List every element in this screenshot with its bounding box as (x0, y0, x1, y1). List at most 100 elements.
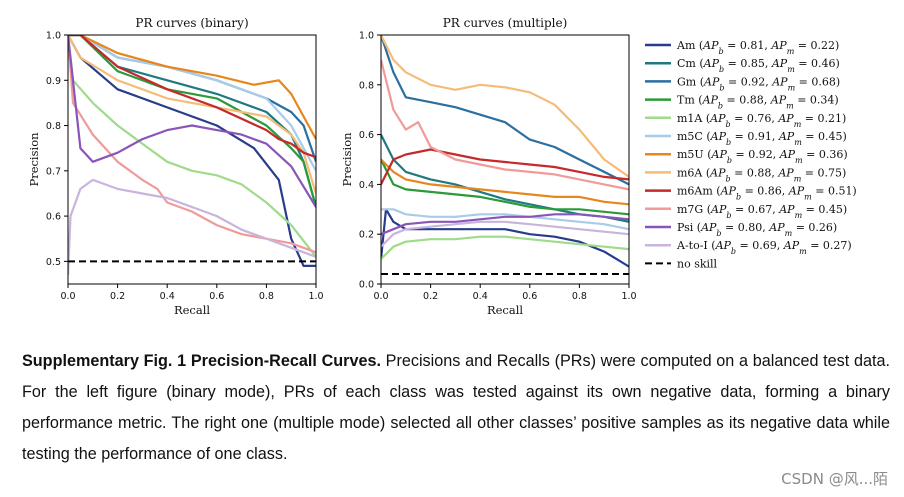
ap-symbol: AP (709, 112, 726, 125)
x-axis-label: Recall (174, 303, 210, 317)
series-line-m1a (381, 235, 629, 260)
y-axis-label: Precision (27, 132, 41, 187)
legend-text: = 0.75) (801, 166, 846, 179)
legend-item-m7g: m7G (APb = 0.67, APm = 0.45) (645, 203, 847, 219)
series-line-psi (381, 213, 629, 236)
ap-symbol: AP (703, 57, 720, 70)
ap-symbol: AP (777, 112, 794, 125)
legend-text: m7G ( (677, 203, 711, 216)
ap-subscript: m (799, 247, 807, 256)
legend-text: Cm ( (677, 57, 704, 70)
legend-text: Psi ( (677, 221, 701, 234)
legend-text: = 0.68) (795, 75, 840, 88)
legend-label: m6Am (APb = 0.86, APm = 0.51) (677, 185, 857, 202)
ap-subscript: m (795, 210, 803, 219)
legend-text: m5C ( (677, 130, 711, 143)
legend-label: m5U (APb = 0.92, APm = 0.36) (677, 148, 848, 165)
x-tick-label: 0.0 (373, 291, 388, 302)
series-line-am (68, 35, 316, 267)
y-tick-label: 0.4 (359, 180, 374, 191)
chart-title: PR curves (binary) (135, 16, 248, 30)
ap-subscript: b (731, 247, 736, 256)
series-line-m6am (68, 35, 316, 159)
axes-frame (67, 34, 317, 285)
x-tick-label: 0.8 (572, 291, 587, 302)
legend-text: = 0.92, (732, 148, 780, 161)
legend-item-m6am: m6Am (APb = 0.86, APm = 0.51) (645, 185, 857, 202)
figure-caption: Supplementary Fig. 1 Precision-Recall Cu… (22, 346, 890, 470)
legend-text: = 0.51) (812, 185, 857, 198)
x-tick-label: 0.8 (259, 291, 274, 302)
ap-subscript: m (788, 83, 796, 92)
ap-symbol: AP (783, 239, 800, 252)
ap-symbol: AP (711, 148, 728, 161)
legend-item-am: Am (APb = 0.81, APm = 0.22) (645, 39, 839, 56)
ap-subscript: m (794, 119, 802, 128)
legend-text: = 0.26) (792, 221, 837, 234)
ap-symbol: AP (771, 75, 788, 88)
legend-text: A-to-I ( (676, 239, 716, 252)
ap-symbol: AP (700, 221, 717, 234)
legend-text: = 0.45) (802, 203, 847, 216)
chart-multiple: PR curves (multiple) 0.0 0.2 0.4 0.6 0.8 1.0 0.… (340, 16, 637, 317)
legend-text: = 0.45) (802, 130, 847, 143)
ap-symbol: AP (777, 166, 794, 179)
axes-frame (380, 34, 630, 285)
watermark: CSDN @风...陌 (781, 470, 888, 488)
y-tick-label: 0.7 (46, 166, 61, 177)
ap-symbol: AP (771, 57, 788, 70)
ap-subscript: b (726, 119, 731, 128)
y-tick-label: 0.2 (359, 230, 374, 241)
plot-area (68, 35, 316, 275)
ap-symbol: AP (703, 75, 720, 88)
y-tick-label: 1.0 (46, 31, 61, 42)
ap-subscript: b (726, 174, 731, 183)
legend: Am (APb = 0.81, APm = 0.22)Cm (APb = 0.8… (645, 39, 857, 270)
x-tick-label: 0.6 (209, 291, 224, 302)
legend-item-m5u: m5U (APb = 0.92, APm = 0.36) (645, 148, 848, 165)
x-tick-label: 1.0 (621, 291, 636, 302)
ap-symbol: AP (770, 39, 787, 52)
series-line-am (381, 208, 629, 268)
ap-subscript: m (785, 229, 793, 238)
legend-text: = 0.91, (731, 130, 779, 143)
legend-text: = 0.88, (723, 94, 771, 107)
ap-symbol: AP (768, 221, 785, 234)
legend-text: m6Am ( (677, 185, 721, 198)
ap-symbol: AP (710, 130, 727, 143)
series-line-m6am (381, 148, 629, 185)
series-line-m5c (68, 35, 316, 172)
legend-text: = 0.27) (807, 239, 852, 252)
series-line-a-to-i (381, 220, 629, 248)
legend-item-m5c: m5C (APb = 0.91, APm = 0.45) (645, 130, 847, 147)
ap-symbol: AP (720, 185, 737, 198)
legend-text: = 0.88, (731, 166, 779, 179)
y-tick-label: 0.8 (46, 121, 61, 132)
caption-bold: Supplementary Fig. 1 Precision-Recall Cu… (22, 352, 381, 370)
series-line-m5c (381, 208, 629, 231)
series-line-m1a (68, 35, 316, 258)
legend-label: Am (APb = 0.81, APm = 0.22) (676, 39, 839, 56)
caption-text: Precisions and Recalls (PRs) were comput… (22, 352, 890, 463)
ap-symbol: AP (770, 94, 787, 107)
x-tick-label: 0.4 (473, 291, 488, 302)
legend-text: = 0.92, (725, 75, 773, 88)
y-tick-label: 0.6 (359, 130, 374, 141)
ap-subscript: b (726, 210, 731, 219)
ap-subscript: m (795, 156, 803, 165)
ap-subscript: m (787, 47, 795, 56)
legend-text: m5U ( (677, 148, 712, 161)
ap-symbol: AP (788, 185, 805, 198)
legend-item-no-skill: no skill (645, 257, 718, 270)
series-line-psi (68, 35, 316, 208)
ap-symbol: AP (778, 130, 795, 143)
legend-text: = 0.46) (795, 57, 840, 70)
series-line-cm (381, 134, 629, 223)
legend-label: m6A (APb = 0.88, APm = 0.75) (677, 166, 846, 183)
series-line-tm (381, 159, 629, 216)
y-tick-label: 1.0 (359, 31, 374, 42)
legend-item-psi: Psi (APb = 0.80, APm = 0.26) (645, 221, 837, 238)
x-axis-label: Recall (487, 303, 523, 317)
ap-subscript: m (794, 138, 802, 147)
legend-text: = 0.34) (794, 94, 839, 107)
